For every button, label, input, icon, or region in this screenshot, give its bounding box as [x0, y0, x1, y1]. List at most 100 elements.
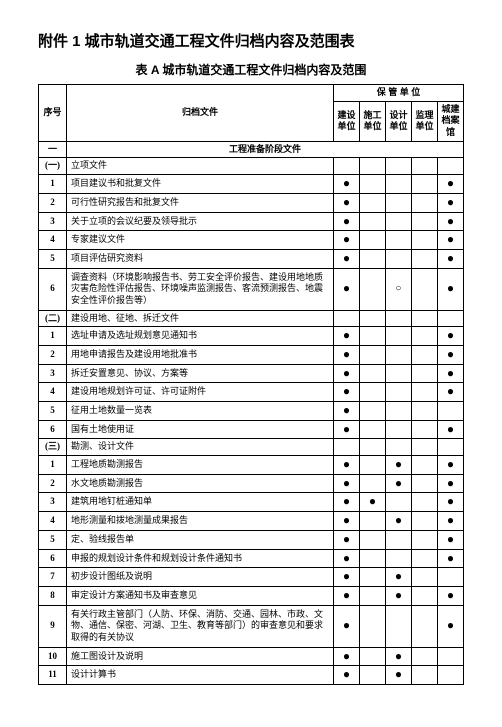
- archive-table: 序号 归档文件 保 管 单 位 建设单位 施工单位 设计单位 监理单位 城建档案…: [38, 84, 464, 685]
- row-name: 审定设计方案通知书及审查意见: [67, 586, 334, 605]
- mark-cell: [385, 175, 411, 194]
- mark-cell: ●: [333, 568, 359, 587]
- row-seq: 5: [39, 530, 67, 549]
- mark-cell: [411, 310, 437, 327]
- mark-cell: [411, 212, 437, 231]
- mark-cell: ●: [333, 268, 359, 310]
- row-seq: 4: [39, 231, 67, 250]
- mark-cell: [385, 493, 411, 512]
- mark-cell: [385, 402, 411, 421]
- mark-cell: [359, 310, 385, 327]
- mark-cell: [437, 158, 463, 175]
- row-name: 建筑用地钉桩通知单: [67, 493, 334, 512]
- row-seq: 2: [39, 193, 67, 212]
- mark-cell: [437, 402, 463, 421]
- table-row: 4建设用地规划许可证、许可证附件●●: [39, 383, 464, 402]
- mark-cell: [385, 193, 411, 212]
- mark-cell: [411, 345, 437, 364]
- mark-cell: ●: [437, 231, 463, 250]
- mark-cell: [359, 439, 385, 456]
- header-seq: 序号: [39, 85, 67, 142]
- mark-cell: [385, 231, 411, 250]
- row-name: 选址申请及选址规划意见通知书: [67, 327, 334, 346]
- mark-cell: ●: [333, 647, 359, 666]
- mark-cell: [359, 568, 385, 587]
- header-unit-2: 设计单位: [385, 101, 411, 141]
- mark-cell: [359, 549, 385, 568]
- row-seq: 3: [39, 493, 67, 512]
- table-row: 5项目评估研究资料●●: [39, 249, 464, 268]
- mark-cell: ●: [437, 512, 463, 531]
- mark-cell: [411, 383, 437, 402]
- mark-cell: [411, 530, 437, 549]
- mark-cell: [359, 605, 385, 647]
- mark-cell: ●: [437, 268, 463, 310]
- mark-cell: [359, 530, 385, 549]
- mark-cell: [359, 327, 385, 346]
- mark-cell: [385, 383, 411, 402]
- section-label: 工程准备阶段文件: [67, 141, 464, 158]
- row-name: 用地申请报告及建设用地批准书: [67, 345, 334, 364]
- table-row: 4地形测量和拨地测量成果报告●●●: [39, 512, 464, 531]
- mark-cell: [385, 310, 411, 327]
- mark-cell: ●: [437, 193, 463, 212]
- row-seq: 10: [39, 647, 67, 666]
- header-unit-1: 施工单位: [359, 101, 385, 141]
- table-row: 2用地申请报告及建设用地批准书●●: [39, 345, 464, 364]
- mark-cell: ●: [333, 231, 359, 250]
- header-unit-0: 建设单位: [333, 101, 359, 141]
- mark-cell: ●: [333, 327, 359, 346]
- mark-cell: [437, 310, 463, 327]
- mark-cell: ●: [437, 345, 463, 364]
- row-seq: 3: [39, 212, 67, 231]
- row-name: 关于立项的会议纪要及领导批示: [67, 212, 334, 231]
- mark-cell: [385, 212, 411, 231]
- row-name: 建设用地、征地、拆迁文件: [67, 310, 334, 327]
- mark-cell: ●: [333, 586, 359, 605]
- mark-cell: [359, 586, 385, 605]
- mark-cell: ●: [437, 420, 463, 439]
- mark-cell: [385, 327, 411, 346]
- mark-cell: [385, 420, 411, 439]
- mark-cell: [411, 512, 437, 531]
- row-seq: (一): [39, 158, 67, 175]
- row-seq: 3: [39, 364, 67, 383]
- mark-cell: [411, 474, 437, 493]
- mark-cell: [437, 439, 463, 456]
- row-seq: 1: [39, 175, 67, 194]
- mark-cell: ●: [385, 568, 411, 587]
- mark-cell: [411, 175, 437, 194]
- mark-cell: ●: [385, 456, 411, 475]
- row-name: 可行性研究报告和批复文件: [67, 193, 334, 212]
- table-row: 6申报的规划设计条件和规划设计条件通知书●●: [39, 549, 464, 568]
- mark-cell: [333, 158, 359, 175]
- mark-cell: ●: [333, 364, 359, 383]
- table-row: (一)立项文件: [39, 158, 464, 175]
- mark-cell: [359, 268, 385, 310]
- mark-cell: [411, 586, 437, 605]
- row-name: 专家建议文件: [67, 231, 334, 250]
- row-seq: 6: [39, 268, 67, 310]
- mark-cell: [411, 193, 437, 212]
- mark-cell: ●: [333, 456, 359, 475]
- table-row: 11设计计算书●●: [39, 666, 464, 685]
- row-name: 勘测、设计文件: [67, 439, 334, 456]
- row-name: 征用土地数量一览表: [67, 402, 334, 421]
- mark-cell: ●: [437, 530, 463, 549]
- mark-cell: [359, 666, 385, 685]
- row-name: 项目建议书和批复文件: [67, 175, 334, 194]
- header-unit-4: 城建档案馆: [437, 101, 463, 141]
- mark-cell: ●: [385, 512, 411, 531]
- mark-cell: [359, 212, 385, 231]
- mark-cell: [411, 568, 437, 587]
- mark-cell: ●: [385, 586, 411, 605]
- row-name: 初步设计图纸及说明: [67, 568, 334, 587]
- mark-cell: ●: [437, 605, 463, 647]
- table-row: 2水文地质勘测报告●●●: [39, 474, 464, 493]
- row-name: 工程地质勘测报告: [67, 456, 334, 475]
- row-seq: (二): [39, 310, 67, 327]
- mark-cell: [359, 383, 385, 402]
- mark-cell: ●: [333, 666, 359, 685]
- mark-cell: [359, 158, 385, 175]
- mark-cell: ●: [437, 493, 463, 512]
